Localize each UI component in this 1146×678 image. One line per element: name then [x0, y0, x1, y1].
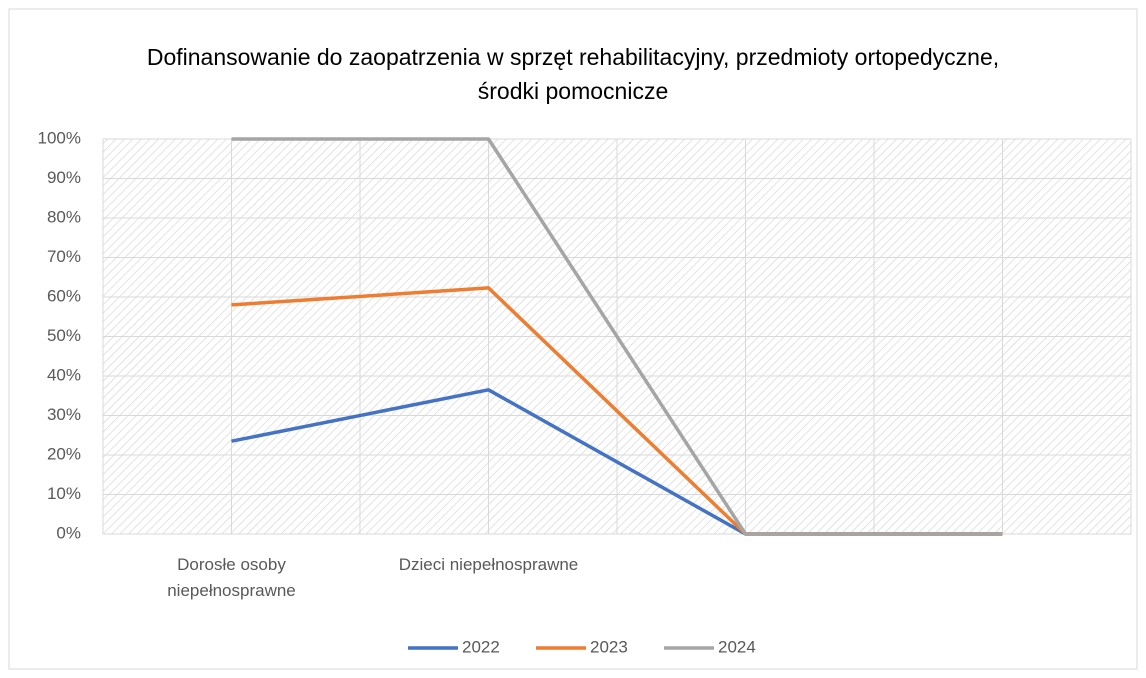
y-tick-label: 50%: [47, 326, 81, 345]
y-tick-label: 20%: [47, 444, 81, 463]
y-tick-label: 70%: [47, 247, 81, 266]
series-line: [231, 137, 1003, 536]
y-tick-label: 0%: [56, 523, 81, 542]
y-tick-label: 90%: [47, 168, 81, 187]
y-tick-label: 60%: [47, 286, 81, 305]
legend-label: 2022: [462, 637, 500, 656]
x-tick-label: Dorosłe osoby niepełnosprawne: [167, 555, 296, 600]
y-tick-label: 10%: [47, 484, 81, 503]
y-tick-label: 40%: [47, 365, 81, 384]
legend-label: 2023: [590, 637, 628, 656]
y-tick-label: 30%: [47, 405, 81, 424]
y-tick-label: 100%: [38, 128, 81, 147]
legend-label: 2024: [718, 637, 756, 656]
chart-title: Dofinansowanie do zaopatrzenia w sprzęt …: [146, 44, 1000, 104]
x-tick-label: Dzieci niepełnosprawne: [398, 555, 579, 574]
y-tick-label: 80%: [47, 207, 81, 226]
